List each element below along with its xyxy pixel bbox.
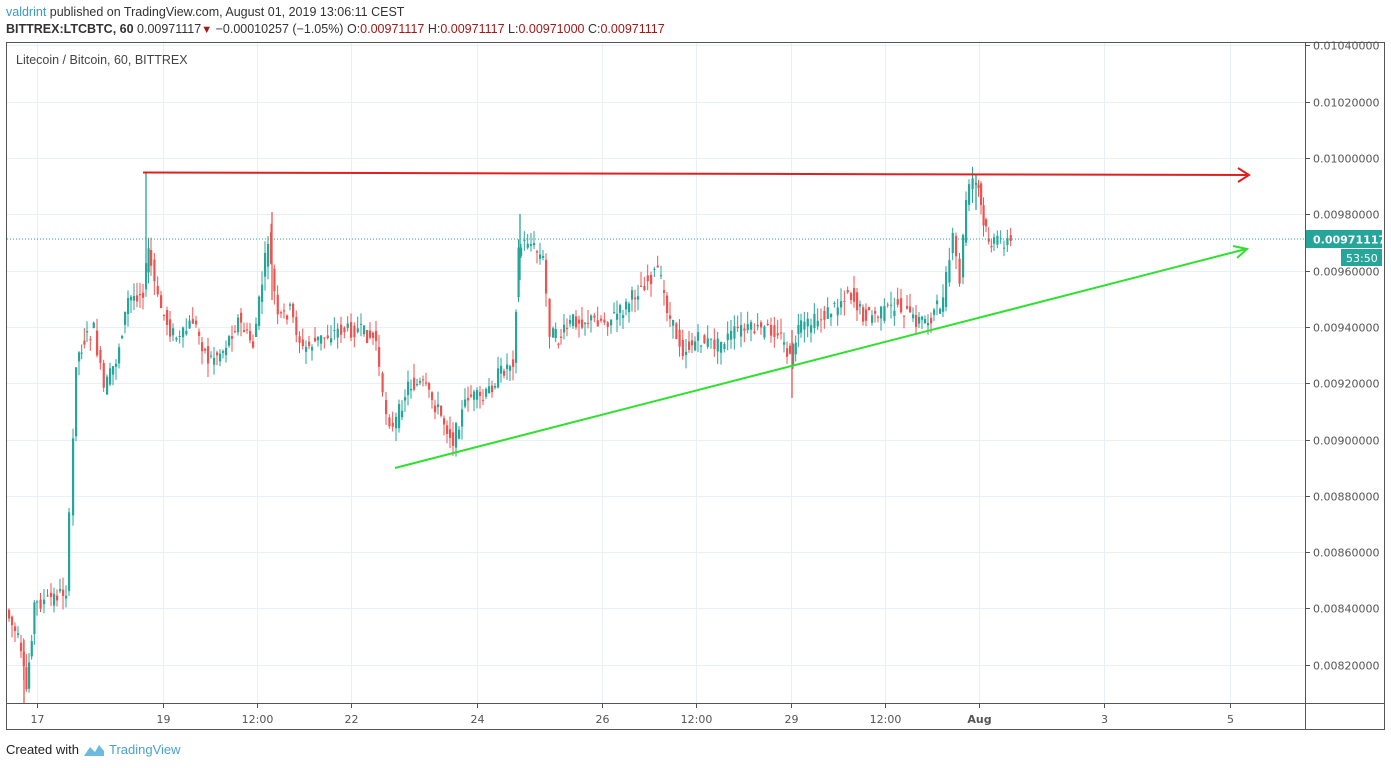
resistance-ray[interactable] xyxy=(142,167,1251,183)
open-value: 0.00971117 xyxy=(360,22,425,36)
close-label: C: xyxy=(587,22,601,36)
time-tick-label: 26 xyxy=(596,713,610,726)
support-trendline[interactable] xyxy=(394,245,1250,469)
author-link[interactable]: valdrint xyxy=(6,5,47,19)
price-tick-label: 0.01020000 xyxy=(1313,97,1379,110)
last-price: 0.00971117 xyxy=(137,22,202,36)
high-label: H: xyxy=(427,22,441,36)
price-tick-label: 0.00940000 xyxy=(1313,322,1379,335)
time-tick-label: 22 xyxy=(345,713,359,726)
price-tick-label: 0.00840000 xyxy=(1313,603,1379,616)
current-price-badge: 0.00971117 53:50 xyxy=(1306,230,1386,266)
price-tick-label: 0.00960000 xyxy=(1313,266,1379,279)
low-label: L: xyxy=(508,22,519,36)
time-tick-label: 12:00 xyxy=(870,713,902,726)
high-value: 0.00971117 xyxy=(440,22,505,36)
footer: Created with TradingView xyxy=(6,742,181,757)
grid-lines xyxy=(7,42,1305,703)
price-tick-label: 0.00880000 xyxy=(1313,491,1379,504)
time-tick-label: 17 xyxy=(31,713,45,726)
time-tick-label: 24 xyxy=(471,713,485,726)
time-tick-label: Aug xyxy=(967,713,991,726)
price-tick-label: 0.00920000 xyxy=(1313,378,1379,391)
time-tick-label: 29 xyxy=(785,713,799,726)
symbol-label: BITTREX:LTCBTC, 60 xyxy=(6,22,134,36)
time-tick-label: 5 xyxy=(1227,713,1234,726)
down-triangle-icon: ▼ xyxy=(201,24,213,36)
low-value: 0.00971000 xyxy=(518,22,585,36)
time-axis[interactable]: 17 19 12:00 22 24 26 12:00 29 12:00 Aug 3 5 xyxy=(31,703,1235,726)
time-tick-label: 3 xyxy=(1101,713,1108,726)
price-tick-label: 0.00820000 xyxy=(1313,660,1379,673)
current-price-value: 0.00971117 xyxy=(1313,234,1386,247)
publish-info: valdrint published on TradingView.com, A… xyxy=(6,5,404,19)
price-axis[interactable]: 0.010400000.010200000.010000000.00980000… xyxy=(1305,40,1379,673)
chart-frame xyxy=(6,42,1385,730)
change-value: −0.00010257 (−1.05%) xyxy=(215,22,344,36)
chart-legend: Litecoin / Bitcoin, 60, BITTREX xyxy=(16,53,188,67)
tradingview-link[interactable]: TradingView xyxy=(108,742,181,757)
price-tick-label: 0.00980000 xyxy=(1313,209,1379,222)
tradingview-logo-icon xyxy=(83,744,104,756)
open-label: O: xyxy=(346,22,361,36)
time-tick-label: 12:00 xyxy=(242,713,274,726)
close-value: 0.00971117 xyxy=(600,22,665,36)
time-tick-label: 12:00 xyxy=(681,713,713,726)
price-tick-label: 0.00860000 xyxy=(1313,547,1379,560)
bar-countdown: 53:50 xyxy=(1346,252,1378,265)
created-with-text: Created with xyxy=(6,742,79,757)
time-tick-label: 19 xyxy=(157,713,171,726)
symbol-info-bar: BITTREX:LTCBTC, 60 0.00971117▼ −0.000102… xyxy=(6,22,665,36)
price-tick-label: 0.01000000 xyxy=(1313,153,1379,166)
candles xyxy=(8,166,1012,703)
published-text: published on TradingView.com, August 01,… xyxy=(49,5,405,19)
price-tick-label: 0.00900000 xyxy=(1313,435,1379,448)
